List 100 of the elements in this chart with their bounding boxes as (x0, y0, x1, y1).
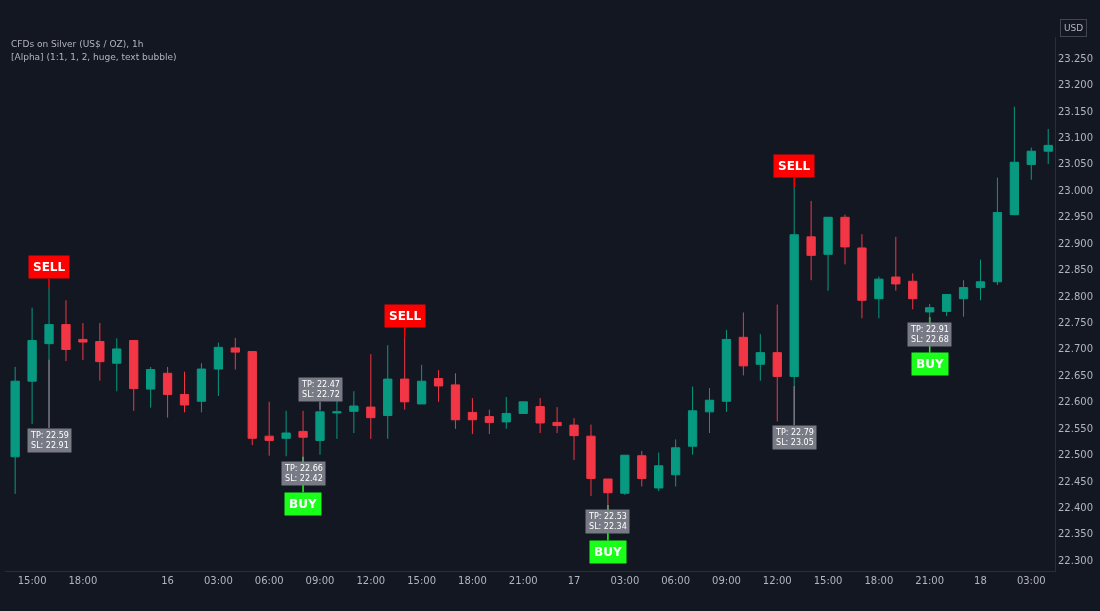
candlestick (738, 311, 749, 376)
y-tick-label: 22.450 (1058, 475, 1093, 487)
annotation: SELL (33, 260, 66, 274)
x-tick-label: 18:00 (458, 575, 487, 586)
candlestick (230, 337, 240, 371)
y-tick-label: 23.250 (1058, 52, 1093, 64)
candlestick (823, 216, 833, 292)
x-tick-label: 18 (974, 575, 987, 586)
y-tick-label: 22.550 (1058, 422, 1093, 434)
annotation: BUY (916, 357, 944, 371)
candlestick (586, 424, 596, 497)
candlestick (1026, 147, 1036, 181)
candlestick (992, 177, 1003, 286)
candlestick (806, 200, 816, 281)
candlestick (129, 339, 139, 412)
annotation: TP: 22.59 SL: 22.91 (30, 431, 69, 451)
y-tick-label: 22.650 (1058, 369, 1093, 381)
candlestick (264, 401, 274, 457)
annotation: TP: 22.53 SL: 22.34 (588, 512, 627, 532)
candlestick (518, 401, 528, 414)
annotation: TP: 22.91 SL: 22.68 (910, 325, 949, 345)
candlestick (196, 362, 207, 413)
candlestick (247, 351, 257, 446)
candlestick (416, 364, 427, 405)
y-tick-label: 22.900 (1058, 237, 1093, 249)
y-tick-label: 22.700 (1058, 343, 1093, 355)
candlestick (687, 385, 698, 456)
candlestick (637, 450, 647, 487)
x-tick-label: 17 (567, 575, 581, 586)
y-tick-label: 22.350 (1058, 528, 1093, 540)
y-axis-title: USD (1064, 23, 1084, 33)
annotation: BUY (594, 545, 622, 559)
candlestick (501, 396, 511, 430)
x-tick-label: 15:00 (17, 575, 47, 586)
candlestick (671, 438, 681, 487)
chart-title: CFDs on Silver (US$ / OZ), 1h (11, 39, 144, 49)
x-tick-label: 03:00 (203, 575, 233, 586)
candlestick (975, 259, 986, 301)
candlestick (484, 409, 494, 435)
candlestick (315, 409, 325, 456)
candlestick (78, 322, 88, 361)
candlestick (112, 337, 122, 392)
y-tick-label: 22.950 (1058, 211, 1093, 223)
candlestick (27, 307, 37, 425)
y-tick-label: 23.200 (1058, 79, 1093, 91)
candlestick (179, 371, 190, 413)
y-tick-label: 22.750 (1058, 317, 1093, 328)
candlestick (162, 366, 173, 419)
candlestick (840, 214, 850, 265)
y-tick-label: 22.800 (1058, 290, 1093, 302)
annotation: TP: 22.66 SL: 22.42 (284, 464, 323, 484)
candlestick (366, 353, 376, 440)
candlestick (941, 293, 952, 317)
candlestick (620, 454, 630, 496)
x-tick-label: 09:00 (305, 575, 335, 586)
annotation: TP: 22.47 SL: 22.72 (301, 380, 340, 400)
y-tick-label: 22.300 (1058, 554, 1093, 566)
candlestick (332, 400, 342, 440)
x-tick-label: 21:00 (508, 575, 538, 586)
x-tick-label: 12:00 (762, 575, 792, 586)
annotation: TP: 22.79 SL: 23.05 (775, 428, 814, 448)
y-tick-label: 23.050 (1058, 158, 1093, 170)
x-tick-label: 15:00 (813, 575, 843, 586)
x-tick-label: 16 (161, 575, 174, 586)
candlestick (925, 303, 935, 318)
candlestick (1043, 128, 1053, 165)
candlestick (857, 233, 867, 319)
candlestick (213, 342, 224, 397)
x-tick-label: 06:00 (254, 575, 284, 586)
y-tick-label: 23.100 (1058, 131, 1093, 143)
y-tick-label: 22.500 (1058, 449, 1093, 461)
candlestick (654, 452, 664, 492)
candlestick (281, 410, 291, 457)
candlestick (721, 329, 732, 413)
candlestick (891, 236, 901, 292)
text: [Alpha] (1:1, 1, 2, huge, text bubble) (11, 52, 177, 62)
candlestick (467, 397, 478, 435)
candlestick (755, 333, 765, 382)
candlestick (535, 397, 545, 434)
x-tick-label: 18:00 (68, 575, 98, 586)
x-tick-label: 03:00 (610, 575, 640, 586)
annotation: SELL (778, 159, 811, 173)
candlestick (704, 387, 715, 434)
candlestick (10, 366, 20, 495)
y-tick-label: 23.150 (1058, 105, 1093, 117)
y-tick-label: 22.600 (1058, 396, 1093, 408)
candlestick (61, 299, 71, 362)
x-tick-label: 03:00 (1016, 575, 1046, 586)
x-tick-label: 12:00 (356, 575, 386, 586)
y-tick-label: 22.400 (1058, 502, 1093, 514)
candlestick (569, 417, 579, 461)
candlestick (95, 322, 105, 382)
candlestick (383, 344, 393, 440)
annotation: BUY (289, 497, 317, 511)
annotation: SELL (389, 309, 422, 323)
candlestick (349, 390, 359, 434)
candlestick (772, 304, 782, 422)
candlestick (958, 279, 969, 318)
candlestick (1009, 106, 1019, 216)
candlestick (908, 272, 918, 310)
